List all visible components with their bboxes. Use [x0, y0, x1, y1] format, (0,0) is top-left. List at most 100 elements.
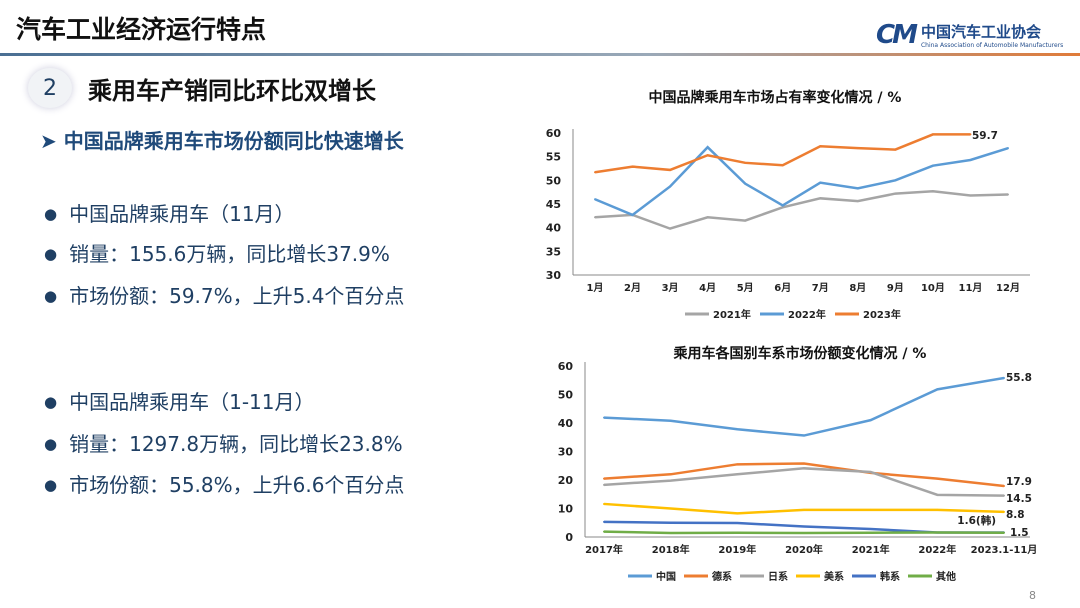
y-tick-label: 40 — [558, 417, 574, 430]
header-divider — [0, 53, 1080, 56]
data-point — [819, 145, 822, 148]
x-tick-label: 7月 — [812, 282, 829, 294]
legend-label: 2021年 — [713, 308, 751, 321]
x-tick-label: 8月 — [849, 282, 866, 294]
logo-en: China Association of Automobile Manufact… — [920, 42, 1064, 49]
x-tick-label: 2018年 — [652, 543, 690, 556]
data-point — [603, 530, 605, 533]
chart-title: 乘用车各国别车系市场份额变化情况 / % — [673, 345, 927, 362]
data-point — [936, 531, 939, 534]
data-point — [803, 532, 805, 535]
data-point — [869, 419, 872, 422]
data-point — [894, 192, 897, 195]
data-point — [603, 416, 605, 419]
data-point — [781, 204, 784, 207]
bullet: 市场份额：55.8%，上升6.6个百分点 — [44, 469, 404, 498]
data-point — [603, 477, 605, 480]
data-point — [669, 479, 672, 482]
logo-mark: CM — [876, 20, 918, 50]
data-point — [894, 148, 897, 151]
legend-label: 2023年 — [863, 308, 901, 321]
data-point — [931, 190, 934, 193]
data-point — [1003, 510, 1005, 513]
data-point — [781, 206, 784, 209]
legend-label: 2022年 — [788, 308, 826, 321]
legend-label: 中国 — [656, 570, 676, 583]
data-point — [869, 531, 872, 534]
data-point — [869, 471, 872, 474]
y-tick-label: 20 — [558, 474, 574, 487]
data-point — [603, 520, 605, 523]
data-point — [736, 473, 739, 476]
bullet: 中国品牌乘用车（1-11月） — [44, 386, 314, 415]
data-point — [819, 197, 822, 200]
data-point — [669, 185, 672, 188]
data-point — [631, 165, 634, 168]
data-point — [669, 532, 672, 535]
data-point — [706, 216, 709, 219]
y-tick-label: 0 — [565, 531, 573, 544]
data-label: 14.5 — [1006, 493, 1032, 505]
chart-country-share: 乘用车各国别车系市场份额变化情况 / % 0 10 20 30 40 50 60 2017年 20… — [558, 345, 1038, 583]
y-tick-label: 40 — [546, 222, 562, 235]
legend-label: 其他 — [936, 570, 956, 583]
data-point — [1003, 494, 1005, 497]
data-point — [706, 146, 709, 149]
legend-label: 美系 — [824, 570, 844, 583]
page-title: 汽车工业经济运行特点 — [16, 15, 267, 44]
legend-label: 日系 — [768, 570, 788, 583]
data-point — [1003, 376, 1005, 379]
data-point — [803, 462, 805, 465]
data-point — [603, 502, 605, 505]
data-point — [969, 158, 972, 161]
series-line-美系 — [603, 502, 1005, 515]
bullet: 中国品牌乘用车（11月） — [44, 198, 294, 227]
data-point — [669, 521, 672, 524]
data-point — [603, 483, 605, 486]
data-point — [931, 164, 934, 167]
data-label: 59.7 — [972, 130, 998, 142]
x-tick-label: 5月 — [737, 282, 754, 294]
data-point — [736, 512, 739, 515]
data-label: 17.9 — [1006, 476, 1032, 488]
data-point — [936, 508, 939, 511]
data-point — [803, 525, 805, 528]
data-point — [936, 493, 939, 496]
data-point — [1003, 484, 1005, 487]
y-tick-label: 45 — [546, 198, 561, 211]
x-tick-label: 2022年 — [918, 543, 956, 556]
y-tick-label: 10 — [558, 503, 574, 516]
data-point — [744, 161, 747, 164]
y-tick-label: 60 — [546, 127, 562, 140]
data-point — [736, 531, 739, 534]
y-tick-label: 55 — [546, 151, 561, 164]
data-point — [669, 227, 672, 230]
data-point — [744, 219, 747, 222]
data-point — [856, 187, 859, 190]
x-tick-label: 6月 — [774, 282, 791, 294]
data-label: 1.5 — [1010, 527, 1029, 539]
logo-cn: 中国汽车工业协会 — [920, 23, 1041, 41]
data-point — [931, 133, 934, 136]
data-point — [869, 528, 872, 531]
section-header: 2 乘用车产销同比环比双增长 — [28, 68, 376, 108]
data-point — [803, 508, 805, 511]
x-tick-label: 2020年 — [785, 543, 823, 556]
data-point — [669, 168, 672, 171]
data-point — [781, 164, 784, 167]
x-tick-label: 2019年 — [718, 543, 756, 556]
x-tick-label: 4月 — [699, 282, 716, 294]
data-point — [669, 419, 672, 422]
x-tick-label: 2017年 — [585, 543, 623, 556]
data-point — [803, 434, 805, 437]
legend-label: 韩系 — [880, 570, 900, 583]
x-tick-label: 2021年 — [852, 543, 890, 556]
data-point — [669, 507, 672, 510]
x-tick-label: 3月 — [662, 282, 679, 294]
y-tick-label: 30 — [546, 269, 562, 282]
y-tick-label: 60 — [558, 360, 574, 373]
data-point — [594, 216, 596, 219]
logo: CM 中国汽车工业协会 China Association of Automobi… — [876, 20, 1063, 50]
y-tick-label: 35 — [546, 245, 561, 258]
data-point — [969, 194, 972, 197]
